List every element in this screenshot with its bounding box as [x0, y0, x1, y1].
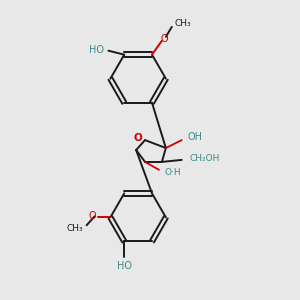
Text: OH: OH — [188, 132, 202, 142]
Text: O: O — [160, 34, 168, 44]
Text: CH₃: CH₃ — [175, 20, 191, 28]
Text: O: O — [134, 133, 142, 143]
Text: CH₂OH: CH₂OH — [190, 154, 220, 164]
Text: O: O — [89, 212, 97, 221]
Text: HO: HO — [117, 261, 132, 271]
Text: O·H: O·H — [165, 168, 181, 177]
Text: CH₃: CH₃ — [66, 224, 82, 233]
Text: HO: HO — [89, 45, 104, 55]
